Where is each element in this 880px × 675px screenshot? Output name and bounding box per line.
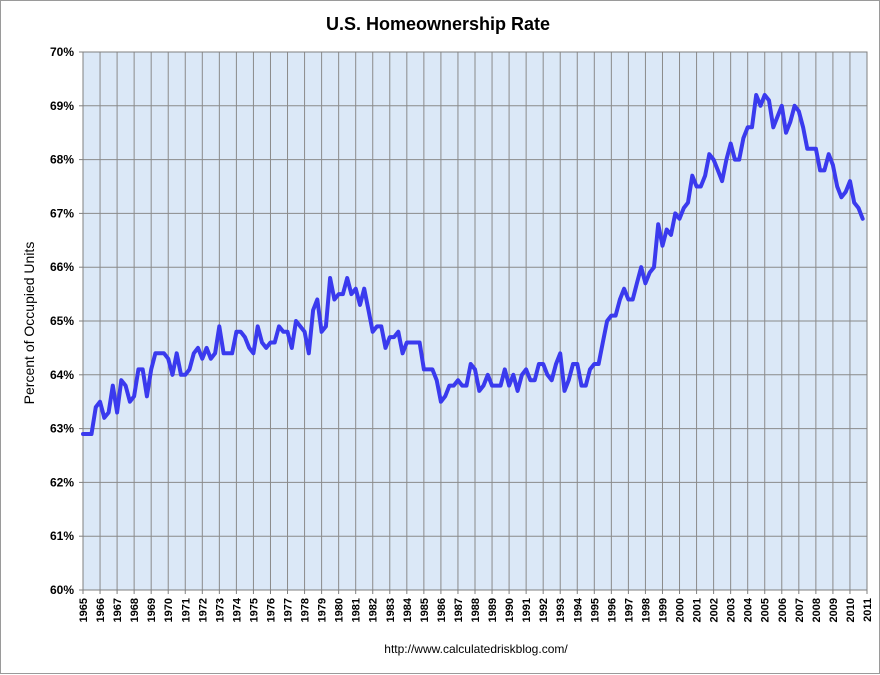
- tick-label-x-1968: 1968: [129, 598, 141, 622]
- tick-label-x-1984: 1984: [402, 597, 414, 622]
- tick-label-x-2002: 2002: [709, 598, 721, 622]
- tick-label-y-2: 62%: [50, 475, 74, 489]
- tick-label-x-2007: 2007: [794, 598, 806, 622]
- tick-label-x-1970: 1970: [163, 598, 175, 622]
- tick-label-y-10: 70%: [50, 45, 74, 59]
- tick-label-x-1975: 1975: [248, 598, 260, 622]
- tick-label-x-1987: 1987: [453, 598, 465, 622]
- tick-label-y-5: 65%: [50, 314, 74, 328]
- tick-label-x-1977: 1977: [283, 598, 295, 622]
- tick-label-x-1985: 1985: [419, 598, 431, 622]
- series-line: [81, 93, 865, 436]
- source-url: http://www.calculatedriskblog.com/: [384, 642, 568, 656]
- tick-label-x-2011: 2011: [862, 598, 874, 622]
- y-axis-label: Percent of Occupied Units: [21, 242, 37, 405]
- tick-label-x-1979: 1979: [317, 598, 329, 622]
- tick-label-x-1982: 1982: [368, 598, 380, 622]
- chart-title: U.S. Homeownership Rate: [326, 14, 550, 34]
- tick-label-x-2001: 2001: [692, 598, 704, 622]
- tick-label-x-1990: 1990: [504, 598, 516, 622]
- tick-label-x-1995: 1995: [589, 598, 601, 622]
- tick-label-x-1969: 1969: [146, 598, 158, 622]
- tick-label-x-1974: 1974: [231, 597, 243, 622]
- tick-label-x-1992: 1992: [538, 598, 550, 622]
- tick-label-x-2004: 2004: [743, 597, 755, 622]
- tick-label-y-0: 60%: [50, 583, 74, 597]
- tick-label-y-4: 64%: [50, 368, 74, 382]
- tick-label-x-1973: 1973: [214, 598, 226, 622]
- tick-label-y-9: 69%: [50, 99, 74, 113]
- tick-label-y-6: 66%: [50, 260, 74, 274]
- tick-label-x-1966: 1966: [95, 598, 107, 622]
- x-axis-ticks: 1965 1966 1967 1968 1969 1970 1971 1972 1973 1974…: [78, 590, 874, 622]
- tick-label-y-8: 68%: [50, 153, 74, 167]
- tick-label-x-1972: 1972: [197, 598, 209, 622]
- tick-label-x-1996: 1996: [606, 598, 618, 622]
- tick-label-x-2003: 2003: [726, 598, 738, 622]
- horizontal-gridlines: [83, 105, 867, 537]
- tick-label-x-1989: 1989: [487, 598, 499, 622]
- tick-label-y-1: 61%: [50, 529, 74, 543]
- tick-label-y-3: 63%: [50, 422, 74, 436]
- tick-label-x-2006: 2006: [777, 598, 789, 622]
- tick-label-x-2005: 2005: [760, 598, 772, 622]
- tick-label-x-1980: 1980: [334, 598, 346, 622]
- tick-label-x-2008: 2008: [811, 598, 823, 622]
- tick-label-x-1991: 1991: [521, 598, 533, 622]
- tick-label-x-2010: 2010: [845, 598, 857, 622]
- tick-label-x-1986: 1986: [436, 598, 448, 622]
- tick-label-x-1993: 1993: [555, 598, 567, 622]
- tick-label-x-1988: 1988: [470, 598, 482, 622]
- tick-label-x-1976: 1976: [265, 598, 277, 622]
- tick-label-x-1965: 1965: [78, 598, 90, 622]
- tick-label-x-1971: 1971: [180, 598, 192, 622]
- tick-label-x-1999: 1999: [657, 598, 669, 622]
- tick-label-x-2009: 2009: [828, 598, 840, 622]
- tick-label-x-1994: 1994: [572, 597, 584, 622]
- tick-label-x-1978: 1978: [300, 598, 312, 622]
- tick-label-y-7: 67%: [50, 206, 74, 220]
- tick-label-x-1981: 1981: [351, 598, 363, 622]
- y-axis-ticks: 60% 61% 62% 63% 64% 65% 66% 67% 68% 69% 70%: [50, 45, 83, 597]
- tick-label-x-1967: 1967: [112, 598, 124, 622]
- tick-label-x-1997: 1997: [623, 598, 635, 622]
- tick-label-x-1983: 1983: [385, 598, 397, 622]
- tick-label-x-1998: 1998: [640, 598, 652, 622]
- tick-label-x-2000: 2000: [675, 598, 687, 622]
